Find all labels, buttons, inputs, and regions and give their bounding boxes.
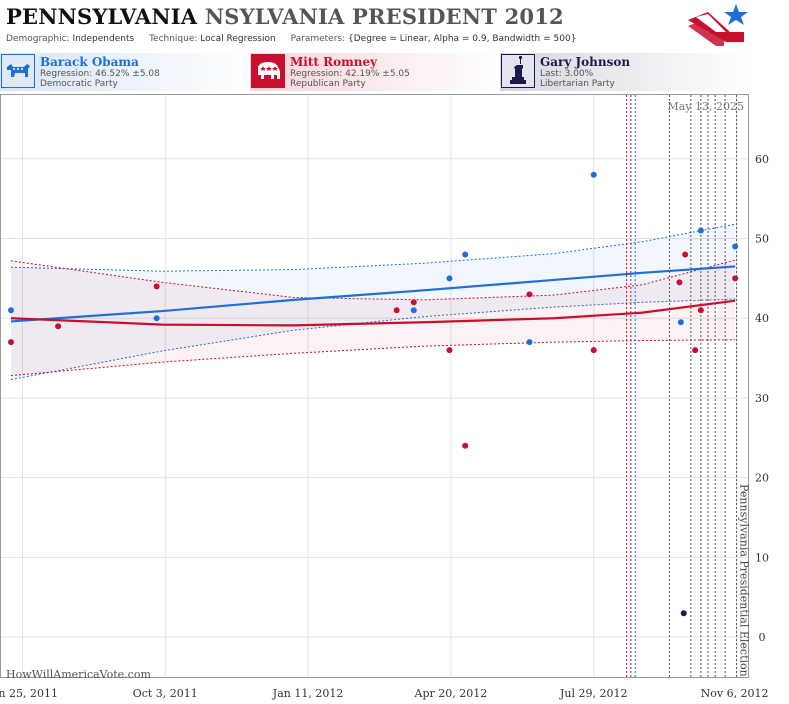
x-tick-label: Jul 29, 2012 bbox=[559, 687, 628, 700]
data-point bbox=[697, 307, 704, 314]
data-point bbox=[526, 339, 533, 346]
candidate-name: Mitt Romney bbox=[290, 55, 378, 69]
legend-item-johnson: Gary Johnson Last: 3.00% Libertarian Par… bbox=[501, 53, 747, 91]
data-point bbox=[462, 251, 469, 258]
site-logo bbox=[688, 4, 748, 46]
legend-item-obama: Barack Obama Regression: 46.52% ±5.08 De… bbox=[1, 53, 247, 91]
legend-gradients bbox=[0, 53, 748, 91]
y-tick-label: 0 bbox=[759, 631, 766, 644]
data-point bbox=[410, 299, 417, 306]
data-point bbox=[677, 319, 684, 326]
y-tick-label: 10 bbox=[755, 551, 769, 564]
title-state: PENNSYLVANIA bbox=[6, 4, 198, 29]
parameters-label: Parameters: bbox=[290, 34, 346, 44]
data-point bbox=[410, 307, 417, 314]
x-axis-ticks: Jun 25, 2011 Oct 3, 2011 Jan 11, 2012 Apr 2… bbox=[0, 687, 769, 700]
watermark: HowWillAmericaVote.com bbox=[6, 668, 151, 681]
technique-label: Technique: bbox=[149, 34, 198, 44]
lower-bound-line bbox=[10, 298, 736, 381]
donkey-icon bbox=[1, 54, 35, 88]
data-point bbox=[446, 347, 453, 354]
data-point bbox=[7, 339, 14, 346]
plot-area bbox=[0, 94, 749, 678]
data-point bbox=[526, 291, 533, 298]
chart-parameters: Demographic: Independents Technique: Loc… bbox=[6, 34, 588, 44]
y-tick-label: 60 bbox=[755, 153, 769, 166]
y-axis-ticks: 0 10 20 30 40 50 60 bbox=[755, 153, 769, 644]
candidate-party: Democratic Party bbox=[40, 79, 118, 89]
y-tick-label: 30 bbox=[755, 392, 769, 405]
statue-of-liberty-icon bbox=[501, 54, 535, 88]
data-point bbox=[732, 243, 739, 250]
data-point bbox=[462, 442, 469, 449]
x-tick-label: Nov 6, 2012 bbox=[701, 687, 769, 700]
y-tick-label: 40 bbox=[755, 312, 769, 325]
candidate-party: Libertarian Party bbox=[540, 79, 615, 89]
trend-line bbox=[10, 265, 736, 323]
upper-bound-line bbox=[10, 259, 736, 301]
candidate-party: Republican Party bbox=[290, 79, 366, 89]
confidence-bands bbox=[10, 223, 736, 381]
candidate-name: Gary Johnson bbox=[540, 55, 631, 69]
date-annotation: May 13, 2025 bbox=[667, 100, 744, 113]
title-rest: NSYLVANIA PRESIDENT 2012 bbox=[204, 4, 564, 29]
data-point bbox=[153, 283, 160, 290]
election-label: Pennsylvania Presidential Election bbox=[738, 484, 751, 677]
legend-item-romney: Mitt Romney Regression: 42.19% ±5.05 Rep… bbox=[251, 53, 497, 91]
data-point bbox=[682, 251, 689, 258]
data-point bbox=[55, 323, 62, 330]
candidate-stat: Regression: 42.19% ±5.05 bbox=[290, 69, 410, 79]
chart-title: PENNSYLVANIA NSYLVANIA PRESIDENT 2012 bbox=[6, 4, 564, 29]
demographic-label: Demographic: bbox=[6, 34, 70, 44]
confidence-band bbox=[10, 260, 736, 376]
x-tick-label: Jun 25, 2011 bbox=[0, 687, 58, 700]
data-point bbox=[153, 315, 160, 322]
candidate-stat: Last: 3.00% bbox=[540, 69, 594, 79]
x-tick-label: Apr 20, 2012 bbox=[414, 687, 488, 700]
x-tick-label: Oct 3, 2011 bbox=[133, 687, 198, 700]
candidate-name: Barack Obama bbox=[40, 55, 139, 69]
data-point bbox=[697, 227, 704, 234]
trend-lines bbox=[10, 265, 736, 327]
y-tick-label: 20 bbox=[755, 472, 769, 485]
candidate-stat: Regression: 46.52% ±5.08 bbox=[40, 69, 160, 79]
poll-points bbox=[7, 171, 739, 617]
gridlines bbox=[1, 95, 748, 677]
data-point bbox=[7, 307, 14, 314]
poll-date-lines bbox=[626, 95, 738, 677]
data-point bbox=[676, 279, 683, 286]
lower-bound-line bbox=[10, 339, 736, 377]
y-tick-label: 50 bbox=[755, 233, 769, 246]
data-point bbox=[590, 347, 597, 354]
data-point bbox=[692, 347, 699, 354]
trend-line bbox=[10, 299, 736, 327]
upper-bound-line bbox=[10, 223, 736, 272]
data-point bbox=[393, 307, 400, 314]
poll-chart: 0 10 20 30 40 50 60 Jun 25, 2011 Oct 3, 2011 Jan… bbox=[0, 94, 769, 700]
data-point bbox=[680, 610, 687, 617]
x-tick-label: Jan 11, 2012 bbox=[272, 687, 344, 700]
technique-value: Local Regression bbox=[200, 34, 276, 44]
elephant-icon bbox=[251, 54, 285, 88]
demographic-value: Independents bbox=[72, 34, 135, 44]
parameters-value: {Degree = Linear, Alpha = 0.9, Bandwidth… bbox=[348, 34, 577, 44]
data-point bbox=[732, 275, 739, 282]
data-point bbox=[446, 275, 453, 282]
confidence-band bbox=[10, 224, 736, 380]
data-point bbox=[590, 171, 597, 178]
candidate-legend: Barack Obama Regression: 46.52% ±5.08 De… bbox=[0, 53, 789, 93]
